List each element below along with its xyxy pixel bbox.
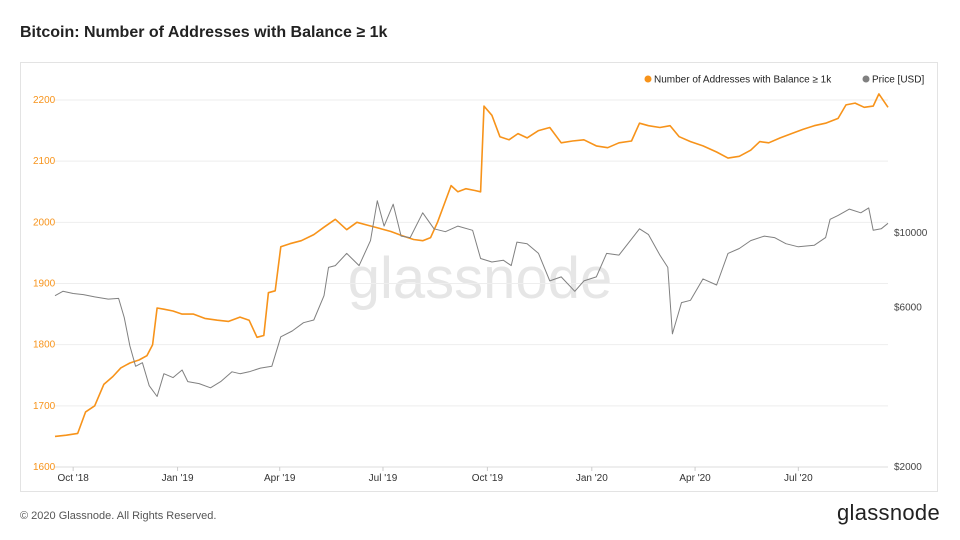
chart-frame — [20, 62, 938, 492]
x-tick-label: Apr '19 — [264, 473, 296, 484]
x-tick-label: Jan '19 — [162, 473, 194, 484]
x-tick-label: Oct '18 — [57, 473, 89, 484]
x-tick-label: Jul '19 — [369, 473, 398, 484]
x-tick-label: Jan '20 — [576, 473, 608, 484]
y-left-tick-label: 1800 — [33, 340, 56, 351]
y-right-tick-label: $6000 — [894, 302, 922, 313]
y-right-tick-label: $10000 — [894, 228, 928, 239]
x-tick-label: Oct '19 — [472, 473, 504, 484]
x-tick-label: Jul '20 — [784, 473, 813, 484]
y-left-tick-label: 1900 — [33, 279, 56, 290]
y-left-tick-label: 2200 — [33, 95, 56, 106]
legend-addresses-marker — [644, 75, 652, 83]
price-series-line — [54, 200, 889, 397]
y-right-tick-label: $2000 — [894, 462, 922, 473]
y-left-tick-label: 1600 — [33, 462, 56, 473]
brand-logo: glassnode — [837, 500, 940, 525]
legend-price-marker — [862, 75, 870, 83]
x-tick-label: Apr '20 — [679, 473, 711, 484]
addresses-series-line — [54, 93, 889, 438]
legend-addresses-label: Number of Addresses with Balance ≥ 1k — [654, 75, 832, 86]
y-left-tick-label: 2000 — [33, 217, 56, 228]
y-left-tick-label: 2100 — [33, 156, 56, 167]
legend-price-label: Price [USD] — [872, 75, 924, 86]
copyright-footer: © 2020 Glassnode. All Rights Reserved. — [20, 510, 217, 522]
chart-title: Bitcoin: Number of Addresses with Balanc… — [20, 24, 388, 41]
y-left-tick-label: 1700 — [33, 401, 56, 412]
